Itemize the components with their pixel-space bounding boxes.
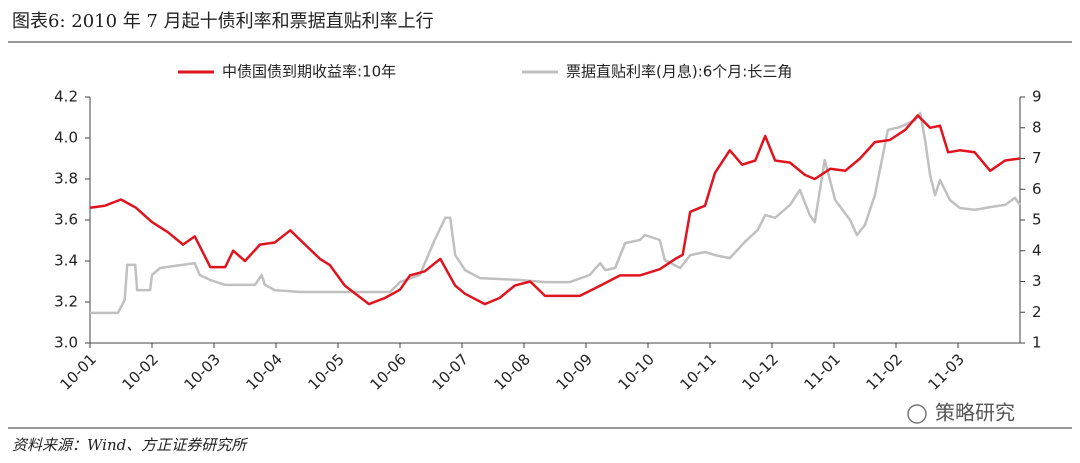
- y-tick-label: 3.6: [54, 211, 78, 229]
- y2-tick-label: 1: [1032, 334, 1042, 352]
- y-tick-label: 3.4: [54, 252, 78, 270]
- legend-label: 票据直贴利率(月息):6个月:长三角: [566, 63, 792, 81]
- y2-tick-label: 7: [1032, 149, 1042, 167]
- x-tick-label: 10-01: [56, 350, 100, 394]
- source: 资料来源：Wind、方正证券研究所: [12, 436, 248, 454]
- watermark: 策略研究: [935, 401, 1015, 425]
- x-tick-label: 11-01: [800, 350, 844, 394]
- x-tick-label: 11-02: [862, 350, 906, 394]
- x-tick-label: 10-10: [614, 350, 658, 394]
- x-tick-label: 10-12: [738, 350, 782, 394]
- y-tick-label: 4.2: [54, 88, 78, 106]
- x-tick-label: 10-06: [366, 350, 410, 394]
- y-tick-label: 3.8: [54, 170, 78, 188]
- y2-tick-label: 8: [1032, 118, 1042, 136]
- x-tick-label: 10-11: [676, 350, 720, 394]
- y2-tick-label: 6: [1032, 180, 1042, 198]
- x-tick-label: 10-05: [304, 350, 348, 394]
- y2-tick-label: 3: [1032, 272, 1042, 290]
- x-tick-label: 10-07: [428, 350, 472, 394]
- watermark-icon: [907, 404, 927, 424]
- x-tick-label: 10-04: [242, 350, 286, 394]
- chart-title: 图表6: 2010 年 7 月起十债利率和票据直贴利率上行: [12, 11, 434, 32]
- x-tick-label: 10-03: [180, 350, 224, 394]
- legend-label: 中债国债到期收益率:10年: [222, 63, 396, 81]
- y-tick-label: 4.0: [54, 129, 78, 147]
- y-tick-label: 3.2: [54, 293, 78, 311]
- x-tick-label: 10-02: [118, 350, 162, 394]
- x-tick-label: 10-09: [552, 350, 596, 394]
- y2-tick-label: 4: [1032, 241, 1042, 259]
- y2-tick-label: 5: [1032, 211, 1042, 229]
- series-line: [90, 111, 1022, 315]
- x-tick-label: 10-08: [490, 350, 534, 394]
- y2-tick-label: 2: [1032, 303, 1042, 321]
- x-tick-label: 11-03: [924, 350, 968, 394]
- series-line: [89, 114, 1021, 306]
- y-tick-label: 3.0: [54, 334, 78, 352]
- y2-tick-label: 9: [1032, 88, 1042, 106]
